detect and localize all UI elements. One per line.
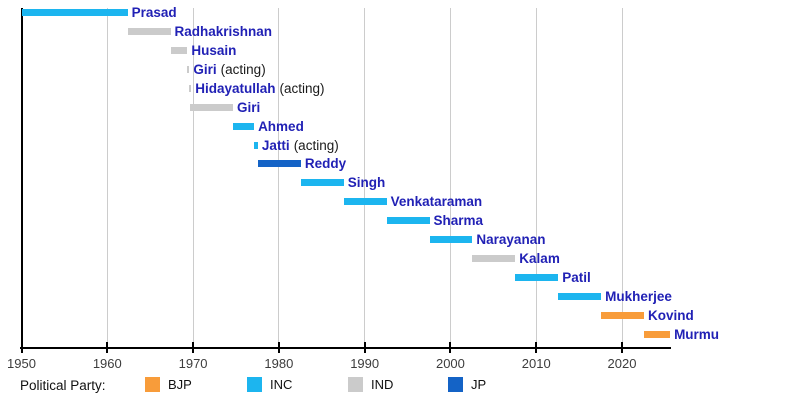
bar-label[interactable]: Mukherjee [605, 288, 672, 305]
legend-item-jp: JP [448, 377, 486, 392]
president-name[interactable]: Patil [562, 269, 591, 285]
bar-label[interactable]: Giri (acting) [193, 61, 265, 78]
president-name[interactable]: Ahmed [258, 118, 304, 134]
x-tick-label-2020: 2020 [607, 356, 637, 371]
timeline-bar-venkataraman [343, 198, 387, 206]
legend-label: INC [270, 377, 293, 392]
timeline-bar-giri [190, 103, 233, 111]
legend-item-ind: IND [348, 377, 393, 392]
legend-item-inc: INC [247, 377, 292, 392]
gridline-1980 [278, 8, 280, 348]
legend-item-bjp: BJP [145, 377, 192, 392]
president-name[interactable]: Kovind [647, 307, 694, 323]
president-name[interactable]: Mukherjee [605, 288, 672, 304]
president-name[interactable]: Husain [191, 43, 237, 58]
timeline-bar-radhakrishnan [127, 28, 171, 36]
president-name[interactable]: Hidayatullah [195, 80, 276, 96]
x-tick-label-1980: 1980 [264, 356, 294, 371]
bar-label[interactable]: Sharma [434, 212, 484, 229]
bar-label[interactable]: Kalam [519, 250, 560, 267]
president-name[interactable]: Giri [236, 99, 261, 115]
gridline-2010 [535, 8, 537, 348]
bar-label[interactable]: Prasad [132, 4, 177, 21]
legend-swatch-bjp [145, 377, 160, 392]
timeline-bar-murmu [643, 330, 671, 338]
president-name[interactable]: Singh [347, 175, 386, 191]
bar-label[interactable]: Ahmed [258, 118, 304, 135]
bar-label[interactable]: Kovind [648, 307, 694, 324]
timeline-bar-reddy [257, 160, 301, 168]
timeline-bar-husain [170, 47, 188, 54]
x-tick-label-1990: 1990 [350, 356, 380, 371]
timeline-bar-patil [515, 273, 559, 281]
bar-label[interactable]: Singh [348, 174, 386, 191]
bar-label[interactable]: Radhakrishnan [175, 23, 273, 40]
timeline-bar-singh [300, 179, 344, 187]
legend-swatch-ind [348, 377, 363, 392]
timeline-bar-giri [187, 65, 190, 73]
gridline-1970 [192, 8, 194, 348]
timeline-bar-narayanan [429, 236, 473, 243]
bar-label[interactable]: Giri [237, 99, 260, 116]
legend-label: IND [371, 377, 394, 392]
x-tick-label-1950: 1950 [7, 356, 36, 371]
gridline-1990 [364, 8, 366, 348]
president-name[interactable]: Kalam [519, 250, 560, 266]
bar-label[interactable]: Hidayatullah (acting) [195, 80, 324, 97]
y-axis-line [20, 8, 23, 353]
president-name[interactable]: Murmu [674, 326, 720, 342]
president-name[interactable]: Giri [193, 61, 217, 77]
acting-suffix: (acting) [279, 80, 325, 96]
president-name[interactable]: Radhakrishnan [174, 24, 273, 40]
gridline-1960 [106, 8, 108, 348]
timeline-bar-jatti [254, 141, 258, 149]
x-tick-label-1960: 1960 [92, 356, 122, 371]
gridline-2000 [449, 8, 451, 348]
bar-label[interactable]: Murmu [674, 326, 719, 343]
president-name[interactable]: Reddy [304, 156, 347, 172]
x-tick-label-2010: 2010 [521, 356, 551, 371]
timeline-bar-kovind [601, 311, 644, 319]
timeline-bar-kalam [472, 254, 516, 262]
president-name[interactable]: Narayanan [476, 232, 546, 247]
timeline-bar-mukherjee [558, 292, 602, 300]
legend-label: JP [471, 377, 487, 392]
president-name[interactable]: Sharma [433, 213, 484, 229]
president-name[interactable]: Prasad [131, 5, 177, 21]
acting-suffix: (acting) [293, 137, 339, 153]
timeline-bar-sharma [386, 217, 430, 225]
x-tick-label-2000: 2000 [435, 356, 465, 371]
president-name[interactable]: Jatti [261, 137, 290, 153]
timeline-bar-hidayatullah [189, 84, 192, 92]
president-name[interactable]: Venkataraman [390, 194, 483, 210]
bar-label[interactable]: Reddy [305, 155, 346, 172]
bar-label[interactable]: Husain [191, 42, 236, 59]
x-tick-label-1970: 1970 [178, 356, 208, 371]
x-axis-line [20, 346, 671, 349]
timeline-bar-prasad [22, 9, 128, 17]
legend-title: Political Party: [20, 378, 106, 393]
timeline-bar-ahmed [232, 122, 255, 130]
legend-swatch-inc [247, 377, 262, 392]
bar-label[interactable]: Jatti (acting) [262, 137, 339, 154]
acting-suffix: (acting) [220, 61, 266, 77]
gridline-2020 [621, 8, 623, 348]
bar-label[interactable]: Venkataraman [391, 193, 483, 210]
legend-swatch-jp [448, 377, 463, 392]
bar-label[interactable]: Narayanan [476, 231, 545, 248]
legend-label: BJP [168, 377, 192, 392]
bar-label[interactable]: Patil [562, 269, 591, 286]
